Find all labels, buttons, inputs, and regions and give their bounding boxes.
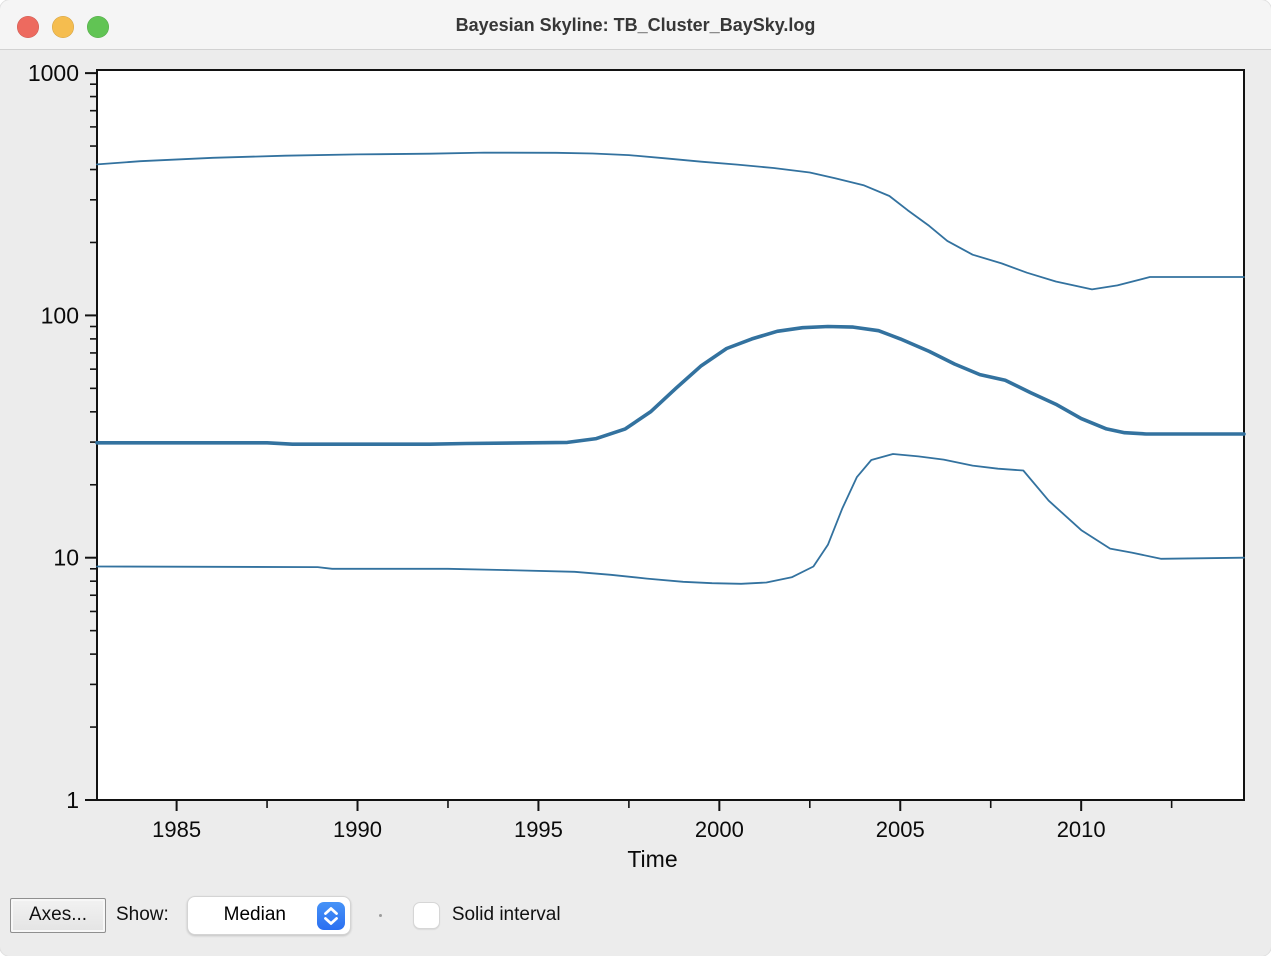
x-axis: 1985 1990 1995 2000 2005 2010: [152, 800, 1173, 842]
solid-interval-checkbox[interactable]: [412, 901, 440, 929]
close-button[interactable]: [17, 16, 39, 38]
dropdown-chevrons-icon: [316, 901, 345, 930]
show-label: Show:: [116, 904, 169, 925]
x-tick-label: 1995: [514, 817, 563, 842]
y-tick-label: 1000: [28, 60, 79, 86]
y-tick-label: 10: [53, 545, 79, 571]
y-axis: 1 10 100 1000: [28, 60, 97, 813]
control-bar: Axes... Show: Median Solid interval: [10, 893, 561, 937]
x-tick-label: 2005: [876, 817, 925, 842]
x-tick-label: 2010: [1057, 817, 1106, 842]
series-lower-95-hpd: [96, 453, 1245, 585]
axes-button[interactable]: Axes...: [10, 897, 106, 933]
x-tick-label: 2000: [695, 817, 744, 842]
window-title: Bayesian Skyline: TB_Cluster_BaySky.log: [455, 15, 816, 35]
solid-interval-label: Solid interval: [451, 904, 561, 925]
x-tick-label: 1985: [152, 817, 201, 842]
dot-mark: [378, 913, 382, 917]
x-axis-title: Time: [627, 846, 677, 872]
plot-area: [96, 69, 1245, 801]
series-median: [95, 324, 1246, 447]
titlebar: Bayesian Skyline: TB_Cluster_BaySky.log: [0, 0, 1271, 50]
minimize-button[interactable]: [52, 16, 74, 38]
x-tick-label: 1990: [333, 817, 382, 842]
y-tick-label: 1: [66, 787, 79, 813]
y-tick-label: 100: [41, 302, 79, 328]
series-upper-95-hpd: [96, 151, 1245, 291]
show-dropdown-value: Median: [223, 904, 286, 925]
show-dropdown[interactable]: Median: [186, 895, 351, 935]
zoom-button[interactable]: [87, 16, 109, 38]
